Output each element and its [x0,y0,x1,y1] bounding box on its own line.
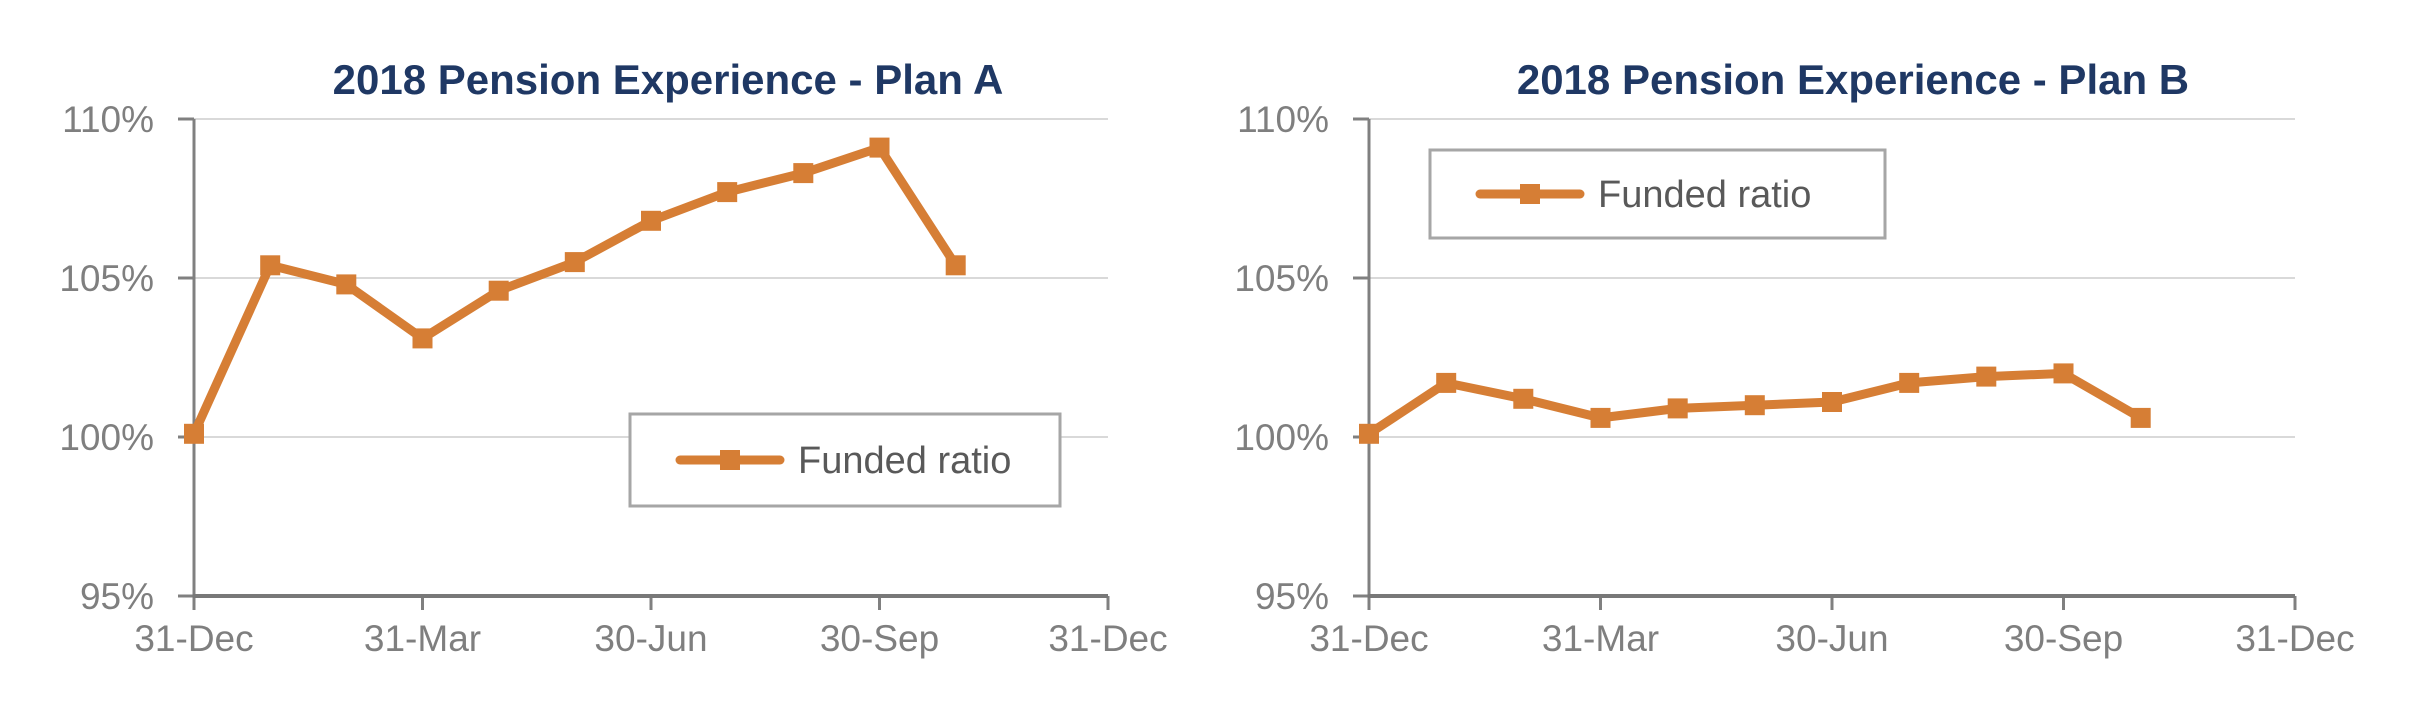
y-axis-label: 100% [1234,417,1329,458]
x-axis-label: 30-Jun [1775,618,1888,659]
data-point-marker [1822,392,1842,412]
data-point-marker [1667,398,1688,419]
x-axis-label: 30-Jun [594,618,707,659]
data-point-marker [1359,423,1379,444]
data-point-marker [1976,366,1997,387]
chart-title: 2018 Pension Experience - Plan B [1517,56,2189,103]
y-axis-label: 105% [1234,258,1329,299]
data-point-marker [641,210,661,231]
x-axis-label: 31-Dec [2235,618,2354,659]
data-point-marker [1899,372,1920,393]
data-point-marker [869,137,890,158]
data-point-marker [2130,407,2151,428]
y-axis-label: 95% [1255,576,1329,617]
data-point-marker [945,255,966,276]
x-axis-label: 30-Sep [820,618,939,659]
data-point-marker [793,163,814,184]
data-point-marker [336,274,357,295]
data-point-marker [2053,363,2074,384]
x-axis-label: 31-Dec [134,618,253,659]
data-point-marker [717,182,738,203]
y-axis-label: 100% [59,417,154,458]
y-axis-label: 105% [59,258,154,299]
data-point-marker [184,423,204,444]
x-axis-label: 31-Dec [1048,618,1167,659]
plan-a-line-chart: 110%105%100%95%31-Dec 31-Mar 30-Jun 30-Sep 3… [59,56,1167,659]
y-axis-label: 110% [62,99,154,140]
data-point-marker [1744,395,1765,416]
chart-title: 2018 Pension Experience - Plan A [333,56,1004,103]
legend-label: Funded ratio [798,440,1011,482]
plan-b-chart-panel: 110% 105% 100% 95% 31-Dec 31-Mar 30-Jun 30-Sep 3… [1206,0,2412,724]
plan-b-line-chart: 110%105%100%95%31-Dec 31-Mar 30-Jun 30-Sep 3… [1234,56,2354,659]
y-axis-label: 95% [80,576,154,617]
data-point-marker [564,252,585,273]
funded-ratio-line [189,143,961,439]
data-point-marker [488,280,509,301]
data-point-marker [1436,372,1457,393]
data-point-marker [1590,407,1611,428]
legend-label: Funded ratio [1598,174,1811,216]
x-axis-label: 31-Dec [1309,618,1428,659]
x-axis-label: 30-Sep [2004,618,2123,659]
plan-a-chart-panel: 110% 105% 100% 95% 31-Dec 31-Mar 30-Jun 30-Sep 3… [59,56,1167,659]
data-point-marker [260,255,281,276]
legend-marker [720,450,740,470]
data-point-marker [412,328,433,349]
legend-marker [1520,184,1540,204]
x-axis-label: 31-Mar [364,618,481,659]
data-point-marker [1513,388,1534,409]
x-axis-label: 31-Mar [1542,618,1659,659]
y-axis-label: 110% [1237,99,1329,140]
